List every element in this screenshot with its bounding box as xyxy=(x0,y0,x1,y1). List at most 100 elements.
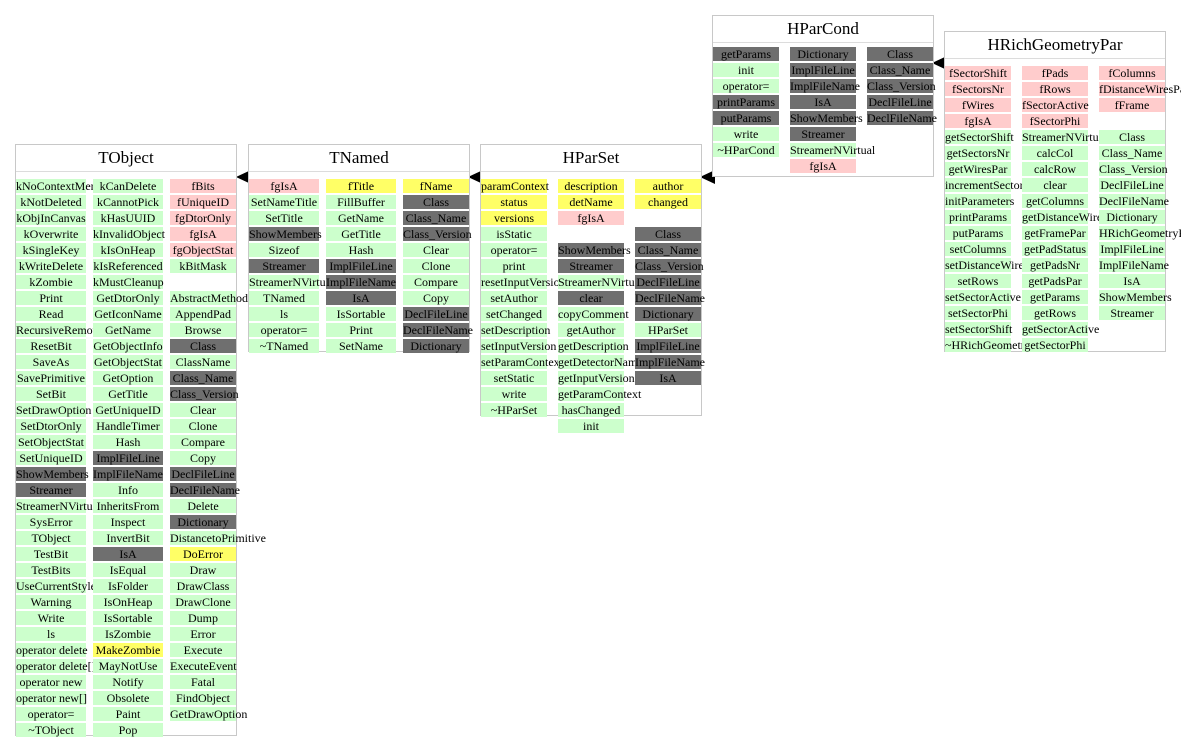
member-cell: Class_Version xyxy=(635,259,704,273)
member-cell: Draw xyxy=(170,563,236,577)
member-cell: DeclFileName xyxy=(867,111,937,125)
member-cell: Dictionary xyxy=(170,515,236,529)
member-cell: Dictionary xyxy=(403,339,469,353)
member-cell: Hash xyxy=(326,243,396,257)
member-cell: SetBit xyxy=(16,387,86,401)
member-cell: IsOnHeap xyxy=(93,595,163,609)
member-cell: FindObject xyxy=(170,691,236,705)
member-cell: Read xyxy=(16,307,86,321)
member-cell: Clone xyxy=(170,419,236,433)
member-cell: fSectorsNr xyxy=(945,82,1011,96)
member-cell: fWires xyxy=(945,98,1011,112)
member-cell: printParams xyxy=(713,95,779,109)
member-cell: FillBuffer xyxy=(326,195,396,209)
member-cell: Class_Name xyxy=(867,63,933,77)
member-cell: IsA xyxy=(790,95,856,109)
member-cell: fDistanceWiresPads xyxy=(1099,82,1181,96)
member-cell: ImplFileName xyxy=(93,467,163,481)
member-cell: SetNameTitle xyxy=(249,195,319,209)
member-cell: versions xyxy=(481,211,547,225)
member-cell: kIsOnHeap xyxy=(93,243,163,257)
member-column: kNoContextMenu kNotDeleted kObjInCanvas kOv… xyxy=(16,179,104,739)
member-cell: fUniqueID xyxy=(170,195,236,209)
member-cell: status xyxy=(481,195,547,209)
member-cell: DeclFileName xyxy=(1099,194,1169,208)
member-cell: ~TObject xyxy=(16,723,86,737)
member-cell: IsA xyxy=(326,291,396,305)
member-cell: clear xyxy=(1022,178,1088,192)
member-cell: DrawClass xyxy=(170,579,236,593)
member-cell: putParams xyxy=(945,226,1011,240)
member-cell: ImplFileLine xyxy=(790,63,856,77)
member-cell: Compare xyxy=(170,435,236,449)
class-title-tobject: TObject xyxy=(16,145,236,172)
member-cell: fgIsA xyxy=(170,227,236,241)
member-cell: getDistanceWiresPads xyxy=(1022,210,1130,224)
member-cell: Fatal xyxy=(170,675,236,689)
member-column: description detName fgIsA ShowMembers Stream… xyxy=(558,179,643,435)
member-column: fColumns fDistanceWiresPads fFrame Class Cla… xyxy=(1099,66,1181,322)
member-cell: fgIsA xyxy=(790,159,856,173)
member-cell: InheritsFrom xyxy=(93,499,163,513)
member-cell: Class_Name xyxy=(403,211,469,225)
member-cell: ShowMembers xyxy=(1099,290,1172,304)
member-cell: setParamContext xyxy=(481,355,563,369)
member-cell: Execute xyxy=(170,643,236,657)
member-cell: setColumns xyxy=(945,242,1011,256)
member-cell: SetDrawOption xyxy=(16,403,92,417)
member-cell: kCannotPick xyxy=(93,195,163,209)
member-cell: Class_Version xyxy=(1099,162,1168,176)
member-cell: Streamer xyxy=(558,259,624,273)
member-cell: fgIsA xyxy=(249,179,319,193)
member-cell: kMustCleanup xyxy=(93,275,164,289)
member-cell: Streamer xyxy=(790,127,856,141)
member-cell: Streamer xyxy=(249,259,319,273)
member-cell: Class xyxy=(403,195,469,209)
member-cell: ShowMembers xyxy=(249,227,322,241)
member-cell: getWiresPar xyxy=(945,162,1011,176)
member-cell: Class xyxy=(635,227,701,241)
member-cell: IsA xyxy=(635,371,701,385)
member-cell: Clone xyxy=(403,259,469,273)
arrow-hparset-to-tnamed xyxy=(468,170,483,184)
member-cell: GetDrawOption xyxy=(170,707,248,721)
member-cell: SetName xyxy=(326,339,396,353)
member-cell: kObjInCanvas xyxy=(16,211,86,225)
member-cell: IsSortable xyxy=(326,307,396,321)
member-cell: DeclFileName xyxy=(635,291,705,305)
member-cell: getRows xyxy=(1022,306,1088,320)
member-cell: Dictionary xyxy=(790,47,856,61)
member-cell: DeclFileLine xyxy=(867,95,933,109)
member-cell: write xyxy=(481,387,547,401)
member-cell: ~TNamed xyxy=(249,339,319,353)
member-cell: ShowMembers xyxy=(16,467,89,481)
member-cell: kNotDeleted xyxy=(16,195,86,209)
member-cell: fPads xyxy=(1022,66,1088,80)
member-cell: Class_Version xyxy=(170,387,239,401)
member-cell: isStatic xyxy=(481,227,547,241)
member-cell: resetInputVersions xyxy=(481,275,571,289)
member-cell: HRichGeometryPar xyxy=(1099,226,1181,240)
member-cell: TNamed xyxy=(249,291,319,305)
member-cell: DeclFileLine xyxy=(1099,178,1165,192)
member-cell: calcRow xyxy=(1022,162,1088,176)
member-cell: operator new[] xyxy=(16,691,87,705)
member-cell: kOverwrite xyxy=(16,227,86,241)
member-cell: ImplFileName xyxy=(326,275,396,289)
member-cell: ShowMembers xyxy=(558,243,631,257)
member-cell: getParams xyxy=(713,47,779,61)
member-cell: setChanged xyxy=(481,307,547,321)
member-cell: putParams xyxy=(713,111,779,125)
member-cell: Class_Name xyxy=(1099,146,1165,160)
member-cell: ImplFileLine xyxy=(635,339,701,353)
member-cell: operator= xyxy=(249,323,319,337)
member-cell: StreamerNVirtual xyxy=(16,499,102,513)
member-cell: Clear xyxy=(403,243,469,257)
member-cell: fgIsA xyxy=(945,114,1011,128)
member-cell: MayNotUse xyxy=(93,659,163,673)
member-cell: Class xyxy=(867,47,933,61)
member-cell: Copy xyxy=(403,291,469,305)
member-cell: IsFolder xyxy=(93,579,163,593)
member-cell: getColumns xyxy=(1022,194,1088,208)
member-cell: Hash xyxy=(93,435,163,449)
